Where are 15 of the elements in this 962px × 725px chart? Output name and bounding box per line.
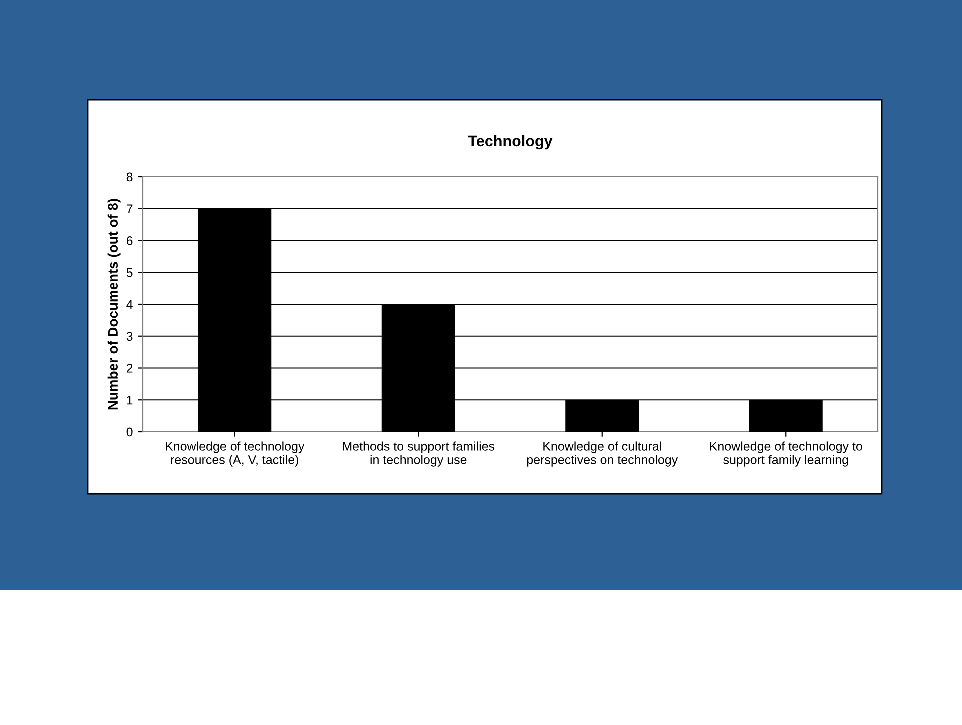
x-tick-label: Knowledge of cultural perspectives on technology <box>527 442 678 467</box>
x-tick-label: Knowledge of technology to support family learning <box>710 442 862 467</box>
x-tick-label: Knowledge of technology resources (A, V, tactile) <box>166 442 305 467</box>
y-tick-label: 7 <box>126 204 133 214</box>
chart-title: Technology <box>468 135 553 150</box>
y-axis-title: Number of Documents (out of 8) <box>108 199 121 410</box>
y-tick-label: 4 <box>126 300 133 310</box>
y-tick-label: 3 <box>126 332 133 342</box>
y-tick-label: 1 <box>127 396 133 405</box>
y-tick-label: 5 <box>126 268 133 278</box>
y-tick-label: 8 <box>126 172 133 182</box>
y-tick-label: 2 <box>126 364 133 373</box>
y-tick-label: 0 <box>126 428 133 437</box>
x-tick-label: Methods to support families in technology use <box>343 442 495 467</box>
y-tick-label: 6 <box>126 236 133 246</box>
